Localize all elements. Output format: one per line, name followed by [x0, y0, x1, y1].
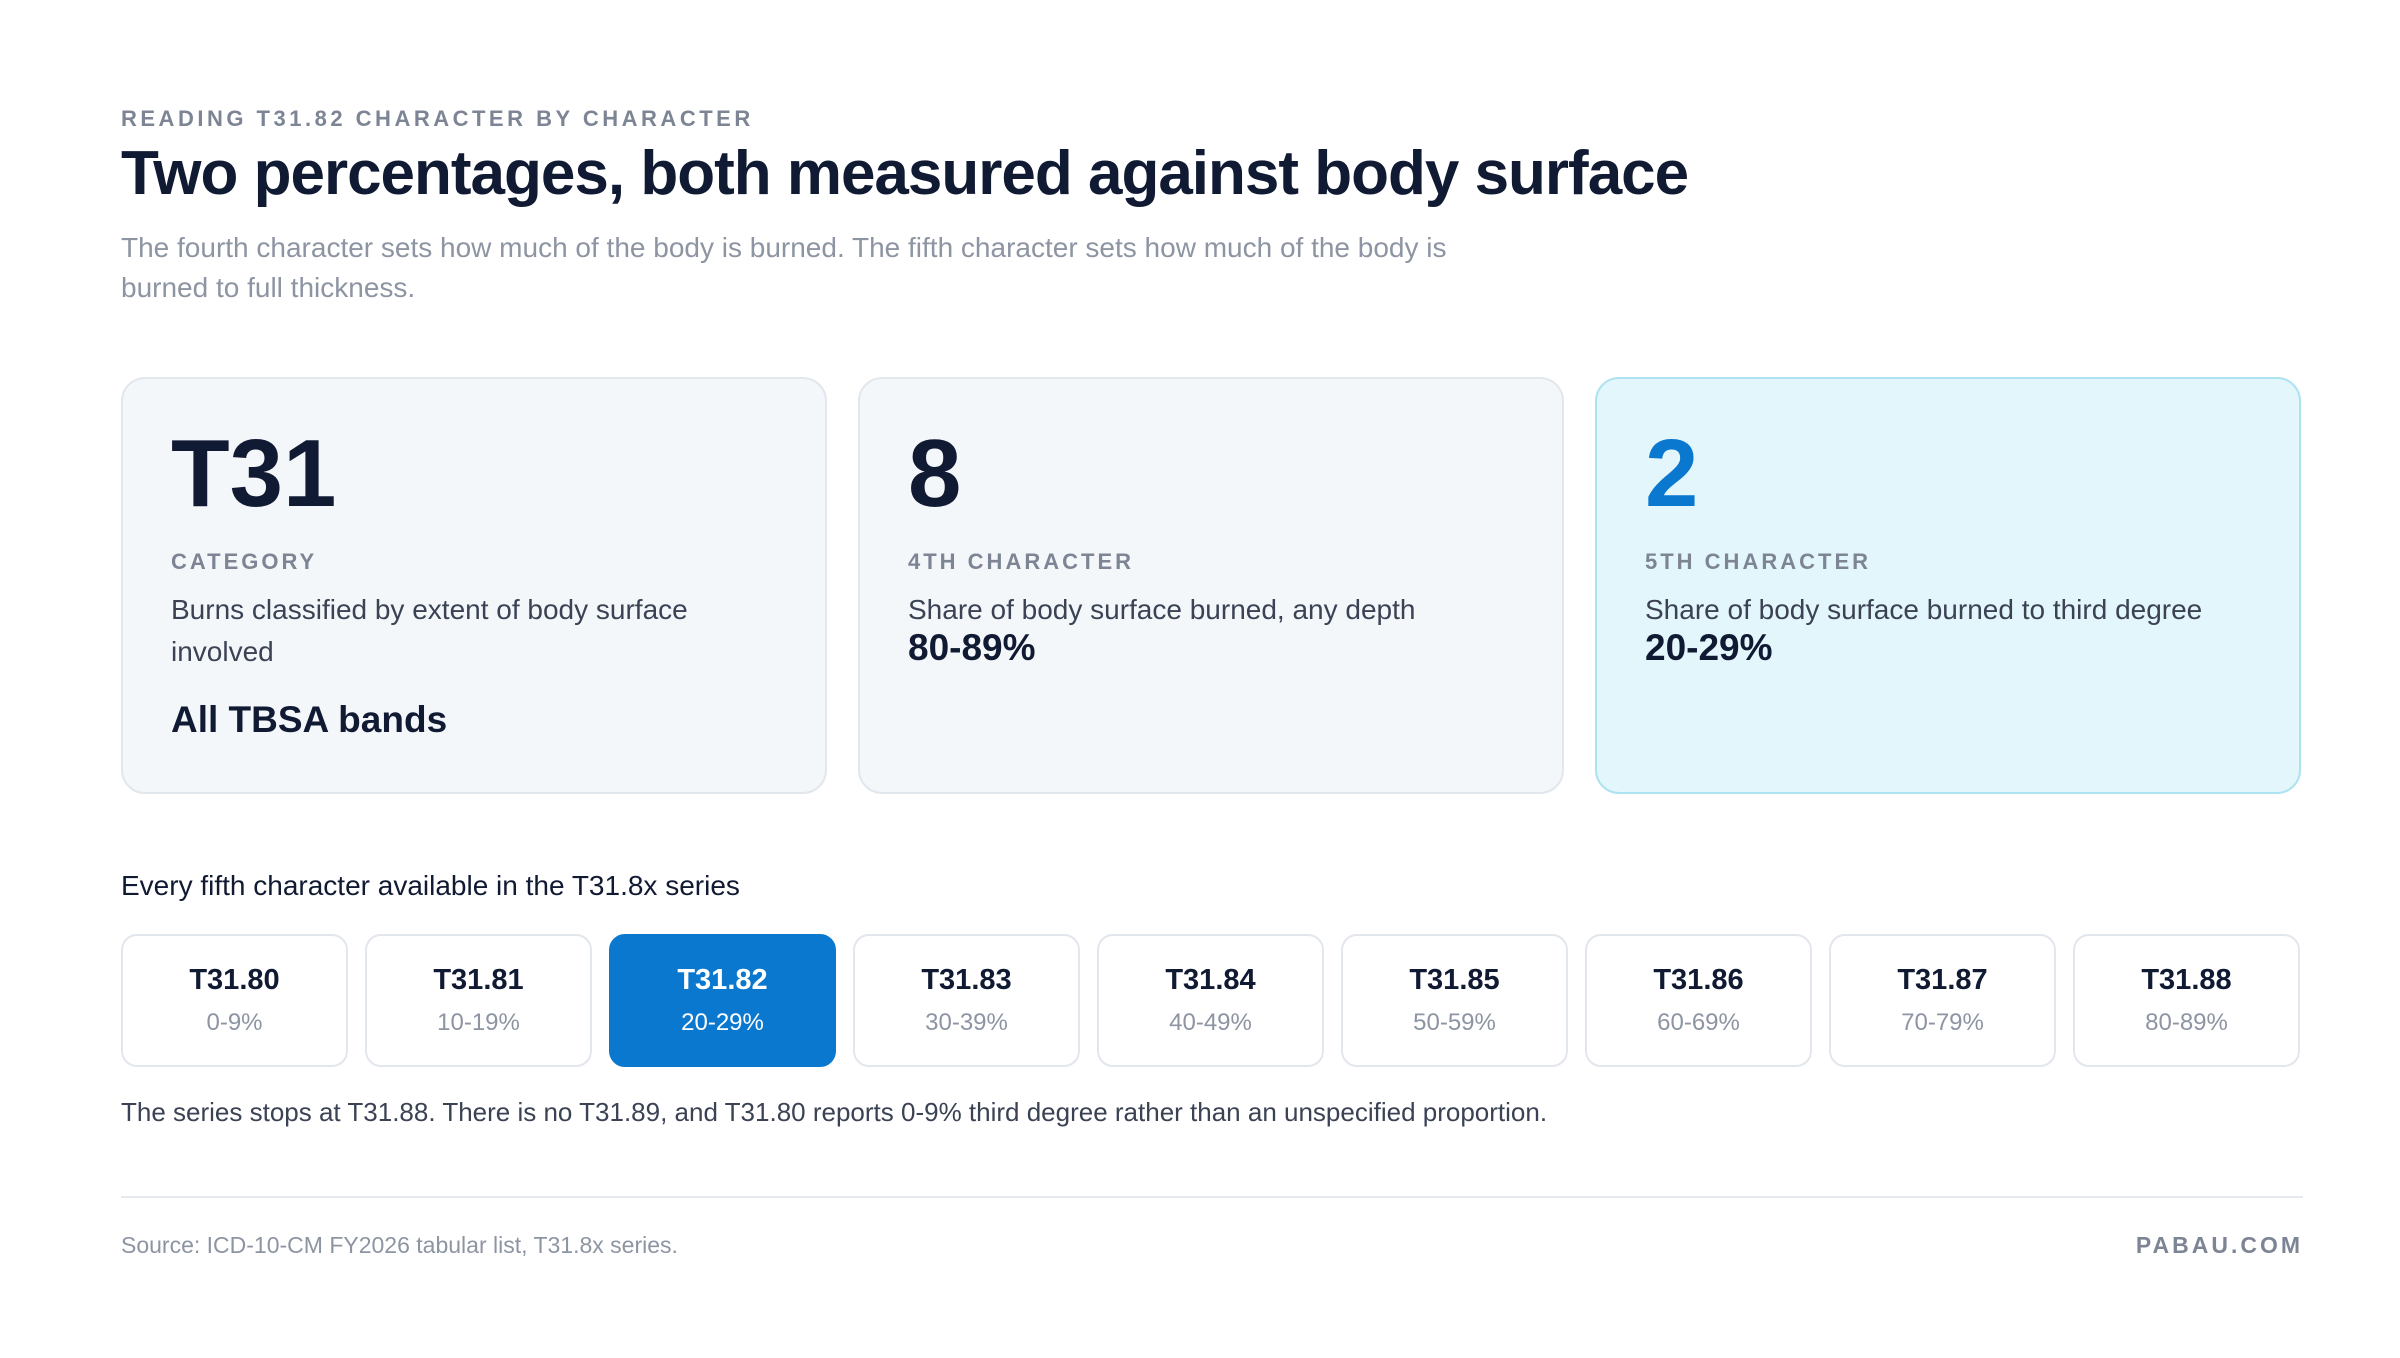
card-description: Share of body surface burned, any depth: [908, 594, 1416, 625]
chip-range: 80-89%: [2145, 1009, 2228, 1036]
code-chip[interactable]: T31.86 60-69%: [1585, 934, 1812, 1067]
chip-code: T31.88: [2141, 964, 2232, 996]
chip-code: T31.82: [677, 964, 768, 996]
chip-code: T31.86: [1653, 964, 1744, 996]
code-chip[interactable]: T31.80 0-9%: [121, 934, 348, 1067]
divider: [121, 1196, 2303, 1198]
card-label: CATEGORY: [171, 549, 318, 574]
chip-range: 70-79%: [1901, 1009, 1984, 1036]
chip-range: 20-29%: [681, 1009, 764, 1036]
chip-range: 50-59%: [1413, 1009, 1496, 1036]
card-description: Share of body surface burned to third de…: [1645, 594, 2203, 625]
cards: T31 CATEGORY Burns classified by extent of…: [121, 377, 2301, 794]
card-value: 20-29%: [1645, 627, 1773, 668]
card-code: 2: [1645, 420, 1699, 527]
card-code: 8: [908, 420, 962, 527]
card-description: Burns classified by extent of body surfa…: [171, 594, 688, 667]
code-chip[interactable]: T31.87 70-79%: [1829, 934, 2056, 1067]
code-card: 8 4TH CHARACTER Share of body surface burn…: [858, 377, 1564, 794]
card-code: T31: [171, 420, 337, 527]
chip-code: T31.81: [433, 964, 524, 996]
card-value: 80-89%: [908, 627, 1036, 668]
chip-code: T31.84: [1165, 964, 1256, 996]
code-chip[interactable]: T31.83 30-39%: [853, 934, 1080, 1067]
chip-range: 10-19%: [437, 1009, 520, 1036]
source: Source: ICD-10-CM FY2026 tabular list, T…: [121, 1232, 678, 1258]
series-heading: Every fifth character available in the T…: [121, 870, 740, 901]
series-note: The series stops at T31.88. There is no …: [121, 1097, 1548, 1127]
card-label: 5TH CHARACTER: [1645, 549, 1871, 574]
card-value: All TBSA bands: [171, 699, 448, 740]
code-chip[interactable]: T31.84 40-49%: [1097, 934, 1324, 1067]
title: Two percentages, both measured against b…: [121, 139, 1689, 208]
chips: T31.80 0-9% T31.81 10-19% T31.82 20-29% T31.83…: [121, 934, 2300, 1067]
card-label: 4TH CHARACTER: [908, 549, 1134, 574]
code-card: T31 CATEGORY Burns classified by extent of…: [121, 377, 827, 794]
chip-range: 60-69%: [1657, 1009, 1740, 1036]
chip-range: 0-9%: [206, 1009, 263, 1036]
code-chip[interactable]: T31.88 80-89%: [2073, 934, 2300, 1067]
chip-code: T31.83: [921, 964, 1012, 996]
subtitle: The fourth character sets how much of th…: [121, 232, 1447, 303]
code-chip[interactable]: T31.85 50-59%: [1341, 934, 1568, 1067]
eyebrow: READING T31.82 CHARACTER BY CHARACTER: [121, 106, 754, 131]
brand: PABAU.COM: [2135, 1232, 2303, 1258]
code-card: 2 5TH CHARACTER Share of body surface burn…: [1595, 377, 2301, 794]
chip-range: 30-39%: [925, 1009, 1008, 1036]
chip-code: T31.80: [189, 964, 280, 996]
code-chip[interactable]: T31.81 10-19%: [365, 934, 592, 1067]
chip-range: 40-49%: [1169, 1009, 1252, 1036]
code-chip[interactable]: T31.82 20-29%: [609, 934, 836, 1067]
chip-code: T31.85: [1409, 964, 1500, 996]
chip-code: T31.87: [1897, 964, 1988, 996]
